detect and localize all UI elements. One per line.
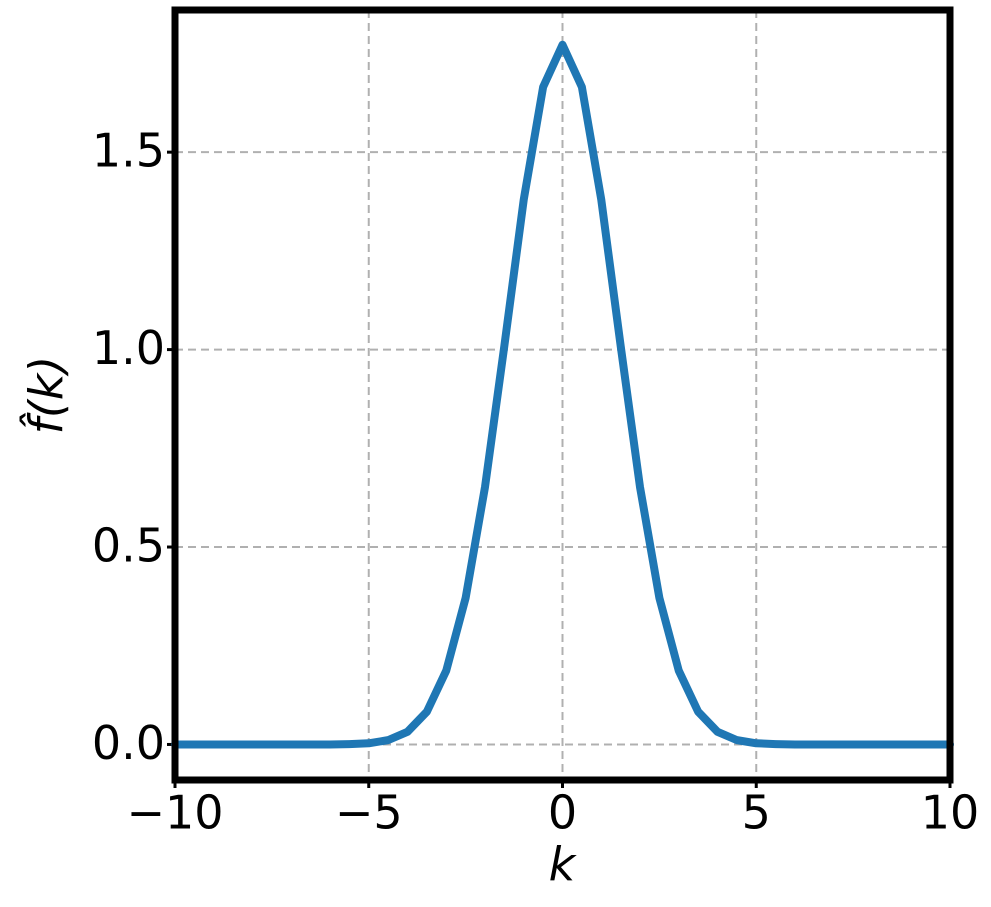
y-tick-label: 0.5 — [92, 519, 165, 573]
plot-frame — [171, 6, 954, 784]
x-tick-label: 0 — [548, 786, 577, 840]
y-axis-label: f̂(k) — [19, 356, 73, 435]
x-tick-label: 5 — [742, 786, 771, 840]
x-tick-label: −5 — [335, 786, 403, 840]
y-tick-label: 1.0 — [92, 321, 165, 375]
x-tick-label: −10 — [126, 786, 223, 840]
x-axis-label: k — [549, 838, 578, 892]
x-tick-label: 10 — [921, 786, 980, 840]
y-tick-label: 1.5 — [92, 124, 165, 178]
data-line — [171, 40, 954, 749]
y-tick-label: 0.0 — [92, 716, 165, 770]
